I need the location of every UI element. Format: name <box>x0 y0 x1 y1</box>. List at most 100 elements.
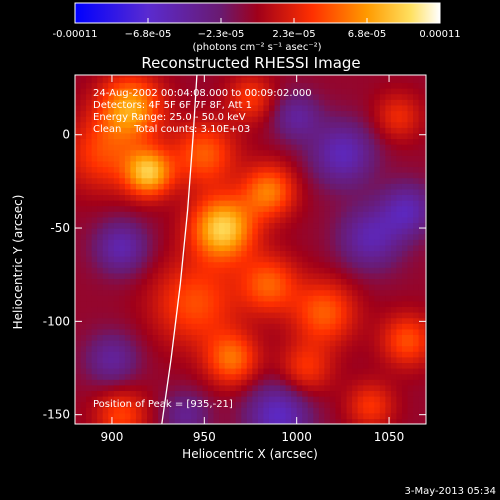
heatmap-cell <box>135 368 143 375</box>
heatmap-cell <box>97 188 104 196</box>
heatmap-cell <box>75 312 82 319</box>
heatmap-cell <box>202 166 209 173</box>
heatmap-cell <box>113 222 120 229</box>
heatmap-cell <box>219 99 226 106</box>
heatmap-cell <box>208 334 215 341</box>
heatmap-cell <box>147 188 154 196</box>
heatmap-cell <box>335 306 342 313</box>
heatmap-cell <box>291 177 298 184</box>
heatmap-cell <box>91 200 98 207</box>
heatmap-cell <box>257 250 265 257</box>
heatmap-cell <box>180 216 187 224</box>
heatmap-cell <box>257 379 265 386</box>
heatmap-cell <box>346 412 353 419</box>
heatmap-cell <box>341 256 348 263</box>
heatmap-cell <box>346 110 353 117</box>
heatmap-cell <box>191 88 198 95</box>
heatmap-cell <box>185 407 192 414</box>
heatmap-cell <box>374 256 381 263</box>
heatmap-cell <box>363 76 370 84</box>
heatmap-cell <box>385 172 392 179</box>
heatmap-cell <box>274 407 281 414</box>
heatmap-cell <box>196 250 204 257</box>
heatmap-cell <box>257 340 265 347</box>
heatmap-cell <box>307 149 314 156</box>
heatmap-cell <box>268 373 276 380</box>
heatmap-cell <box>329 384 337 392</box>
heatmap-cell <box>390 384 398 392</box>
heatmap-cell <box>224 222 231 229</box>
heatmap-cell <box>379 228 386 235</box>
heatmap-cell <box>296 144 303 151</box>
heatmap-cell <box>135 205 143 212</box>
heatmap-cell <box>169 82 176 89</box>
heatmap-cell <box>97 384 104 392</box>
heatmap-cell <box>130 306 137 313</box>
heatmap-cell <box>97 233 104 240</box>
heatmap-cell <box>313 200 320 207</box>
heatmap-cell <box>263 278 270 285</box>
heatmap-cell <box>180 407 187 414</box>
heatmap-cell <box>241 368 248 375</box>
heatmap-cell <box>329 284 337 291</box>
heatmap-cell <box>285 306 292 313</box>
heatmap-cell <box>418 379 425 386</box>
heatmap-cell <box>291 155 298 162</box>
heatmap-cell <box>390 127 398 134</box>
heatmap-cell <box>152 228 159 235</box>
heatmap-cell <box>75 368 82 375</box>
heatmap-cell <box>241 362 248 369</box>
heatmap-cell <box>230 160 237 168</box>
heatmap-cell <box>180 295 187 302</box>
heatmap-cell <box>296 233 303 240</box>
heatmap-cell <box>296 368 303 375</box>
heatmap-cell <box>130 418 137 424</box>
heatmap-cell <box>413 379 420 386</box>
heatmap-cell <box>75 138 82 145</box>
heatmap-cell <box>213 149 220 156</box>
heatmap-cell <box>80 340 87 347</box>
heatmap-cell <box>191 328 198 336</box>
heatmap-cell <box>91 228 98 235</box>
heatmap-cell <box>191 155 198 162</box>
heatmap-cell <box>202 261 209 268</box>
heatmap-cell <box>280 104 287 112</box>
heatmap-cell <box>307 88 314 95</box>
heatmap-cell <box>268 312 276 319</box>
heatmap-cell <box>152 328 159 336</box>
heatmap-cell <box>346 351 353 358</box>
heatmap-cell <box>246 261 253 268</box>
heatmap-cell <box>135 149 143 156</box>
heatmap-cell <box>285 362 292 369</box>
heatmap-cell <box>341 155 348 162</box>
heatmap-cell <box>274 75 281 78</box>
heatmap-cell <box>208 418 215 424</box>
heatmap-cell <box>235 312 242 319</box>
heatmap-cell <box>202 144 209 151</box>
heatmap-cell <box>296 379 303 386</box>
heatmap-cell <box>141 188 148 196</box>
heatmap-cell <box>307 407 314 414</box>
heatmap-cell <box>346 345 353 352</box>
heatmap-cell <box>263 239 270 246</box>
heatmap-cell <box>152 160 159 168</box>
heatmap-cell <box>241 138 248 145</box>
heatmap-cell <box>230 384 237 392</box>
heatmap-cell <box>147 88 154 95</box>
heatmap-cell <box>158 233 165 240</box>
heatmap-cell <box>318 373 325 380</box>
heatmap-cell <box>385 278 392 285</box>
heatmap-cell <box>418 166 425 173</box>
heatmap-cell <box>141 144 148 151</box>
heatmap-cell <box>407 379 414 386</box>
heatmap-cell <box>285 93 292 100</box>
heatmap-cell <box>119 177 126 184</box>
heatmap-cell <box>396 306 403 313</box>
heatmap-cell <box>379 132 386 140</box>
heatmap-cell <box>285 356 292 364</box>
heatmap-cell <box>86 289 93 296</box>
heatmap-cell <box>246 188 253 196</box>
heatmap-cell <box>213 82 220 89</box>
heatmap-cell <box>285 132 292 140</box>
heatmap-cell <box>241 82 248 89</box>
